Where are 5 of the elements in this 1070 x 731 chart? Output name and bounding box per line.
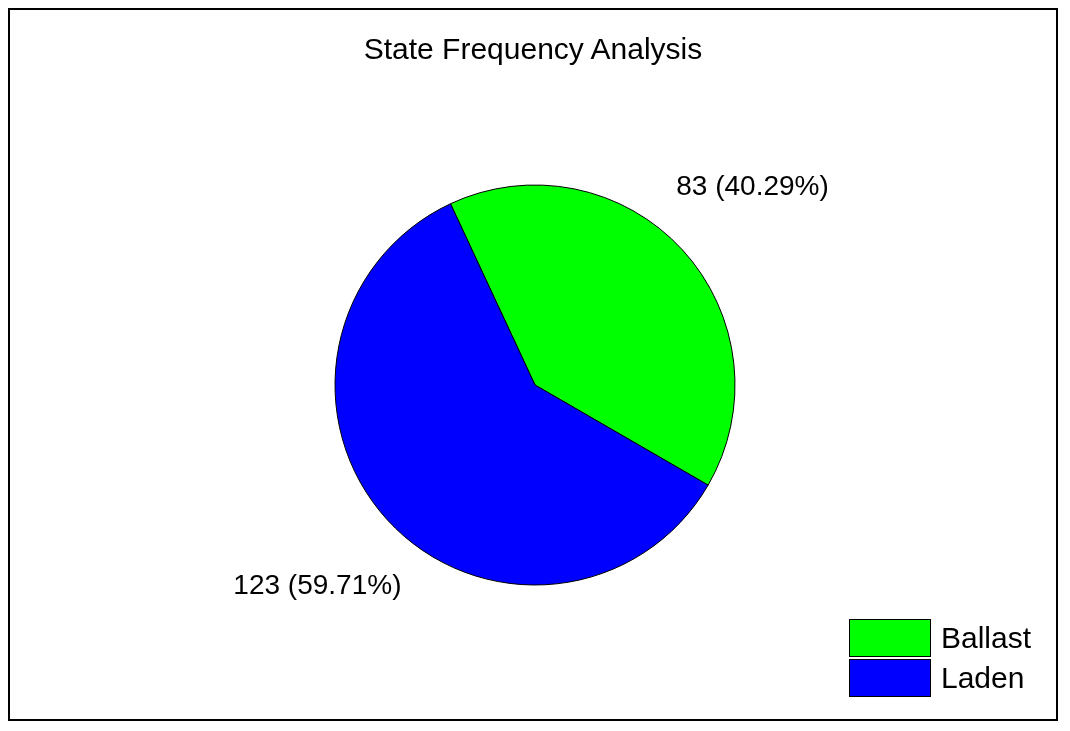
data-label: 123 (59.71%) <box>233 568 402 600</box>
legend-label: Ballast <box>940 621 1031 655</box>
legend-label: Laden <box>940 661 1025 695</box>
data-label: 83 (40.29%) <box>676 170 829 202</box>
chart-title: State Frequency Analysis <box>362 32 704 66</box>
